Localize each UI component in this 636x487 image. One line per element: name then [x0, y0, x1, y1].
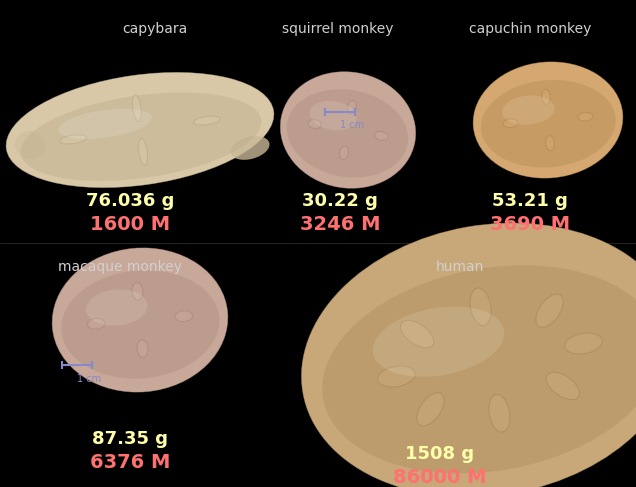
Ellipse shape	[280, 72, 416, 188]
Text: 1 cm: 1 cm	[340, 120, 364, 130]
Ellipse shape	[546, 136, 555, 150]
Text: 30.22 g: 30.22 g	[302, 192, 378, 210]
Ellipse shape	[230, 136, 270, 160]
Ellipse shape	[503, 119, 518, 128]
Ellipse shape	[546, 372, 579, 400]
Ellipse shape	[502, 95, 555, 125]
Ellipse shape	[52, 248, 228, 392]
Text: 1600 M: 1600 M	[90, 215, 170, 234]
Ellipse shape	[470, 288, 491, 326]
Ellipse shape	[310, 101, 357, 131]
Ellipse shape	[340, 146, 349, 160]
Text: 3246 M: 3246 M	[300, 215, 380, 234]
Ellipse shape	[175, 311, 193, 321]
Text: 3690 M: 3690 M	[490, 215, 570, 234]
Text: squirrel monkey: squirrel monkey	[282, 22, 394, 36]
Ellipse shape	[139, 138, 148, 165]
Ellipse shape	[578, 112, 593, 121]
Text: capuchin monkey: capuchin monkey	[469, 22, 591, 36]
Ellipse shape	[132, 282, 143, 300]
Text: capybara: capybara	[122, 22, 188, 36]
Ellipse shape	[287, 89, 408, 177]
Ellipse shape	[378, 366, 415, 387]
Ellipse shape	[60, 135, 86, 144]
Ellipse shape	[536, 294, 563, 327]
Text: 86000 M: 86000 M	[393, 468, 487, 487]
Ellipse shape	[565, 333, 602, 354]
Ellipse shape	[373, 306, 504, 377]
Ellipse shape	[542, 90, 550, 104]
Ellipse shape	[20, 93, 261, 181]
Text: 6376 M: 6376 M	[90, 453, 170, 472]
Text: 1 cm: 1 cm	[77, 374, 101, 384]
Ellipse shape	[137, 340, 148, 357]
Text: macaque monkey: macaque monkey	[58, 260, 182, 274]
Ellipse shape	[473, 62, 623, 178]
Text: 1508 g: 1508 g	[405, 445, 474, 463]
Ellipse shape	[193, 116, 220, 125]
Text: 87.35 g: 87.35 g	[92, 430, 168, 448]
Ellipse shape	[301, 223, 636, 487]
Ellipse shape	[61, 270, 219, 378]
Ellipse shape	[348, 100, 356, 114]
Ellipse shape	[489, 394, 510, 432]
Ellipse shape	[132, 95, 141, 122]
Ellipse shape	[417, 393, 444, 426]
Ellipse shape	[6, 73, 274, 187]
Ellipse shape	[87, 318, 105, 329]
Ellipse shape	[375, 131, 388, 140]
Ellipse shape	[401, 320, 434, 348]
Text: 76.036 g: 76.036 g	[86, 192, 174, 210]
Ellipse shape	[322, 265, 636, 473]
Ellipse shape	[15, 131, 45, 159]
Text: human: human	[436, 260, 484, 274]
Text: 53.21 g: 53.21 g	[492, 192, 568, 210]
Ellipse shape	[86, 289, 148, 326]
Ellipse shape	[308, 120, 321, 129]
Ellipse shape	[481, 80, 616, 168]
Ellipse shape	[59, 109, 152, 139]
